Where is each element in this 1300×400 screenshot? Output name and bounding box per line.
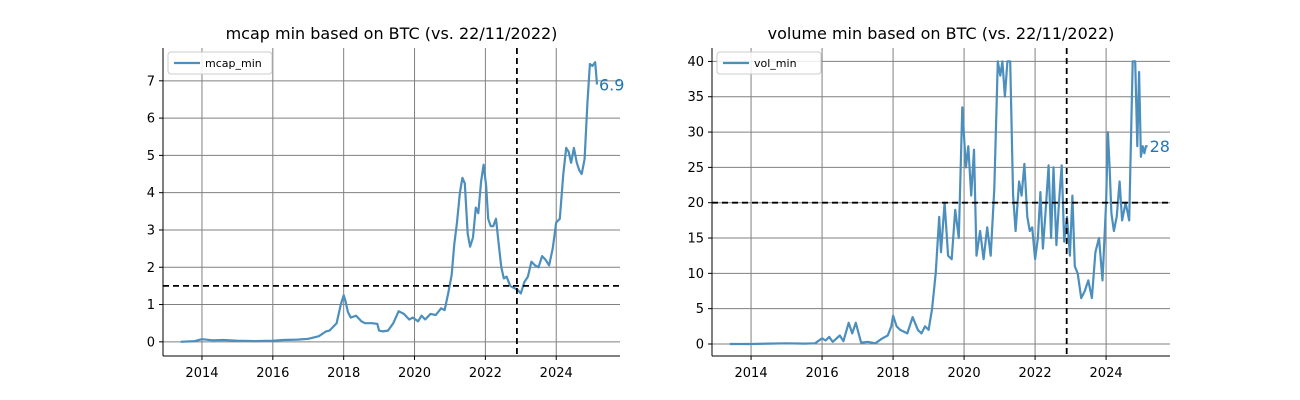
x-tick-label: 2018	[327, 366, 360, 381]
y-tick-label: 2	[147, 261, 155, 276]
volume-legend-label: vol_min	[754, 57, 797, 70]
volume-chart-title: volume min based on BTC (vs. 22/11/2022)	[768, 24, 1115, 43]
x-tick-label: 2014	[735, 366, 768, 381]
y-tick-label: 0	[696, 337, 704, 352]
y-tick-label: 5	[147, 149, 155, 164]
y-tick-label: 30	[687, 126, 704, 141]
y-tick-label: 7	[147, 74, 155, 89]
y-tick-label: 20	[687, 196, 704, 211]
y-tick-label: 25	[687, 161, 704, 176]
x-tick-label: 2020	[948, 366, 981, 381]
x-tick-label: 2016	[806, 366, 839, 381]
y-tick-label: 6	[147, 112, 155, 127]
mcap-chart-title: mcap min based on BTC (vs. 22/11/2022)	[226, 24, 558, 43]
mcap-legend-label: mcap_min	[205, 57, 262, 70]
x-tick-label: 2022	[469, 366, 502, 381]
x-tick-label: 2020	[398, 366, 431, 381]
x-tick-label: 2018	[877, 366, 910, 381]
x-tick-label: 2014	[185, 366, 218, 381]
y-tick-label: 3	[147, 223, 155, 238]
mcap-chart: 2014 2016 2018 2020 2022 2024 0 1 2 3 4 5 6 7 6.9 mcap …	[147, 24, 625, 381]
y-tick-label: 40	[687, 55, 704, 70]
y-tick-label: 35	[687, 90, 704, 105]
x-tick-label: 2024	[540, 366, 573, 381]
volume-series-line	[729, 60, 1148, 346]
x-tick-label: 2016	[256, 366, 289, 381]
y-tick-label: 5	[696, 302, 704, 317]
y-tick-label: 4	[147, 186, 155, 201]
volume-chart: 2014 2016 2018 2020 2022 2024 0 5 10 15 20 25 30 35 40…	[687, 24, 1170, 381]
x-tick-label: 2022	[1019, 366, 1052, 381]
mcap-legend-box	[167, 51, 273, 75]
y-tick-label: 0	[147, 335, 155, 350]
y-tick-label: 15	[687, 232, 704, 247]
mcap-end-value-label: 6.9	[599, 76, 624, 95]
y-tick-label: 10	[687, 267, 704, 282]
y-tick-label: 1	[147, 298, 155, 313]
x-tick-label: 2024	[1090, 366, 1123, 381]
volume-legend-box	[716, 51, 822, 75]
mcap-series-line	[180, 61, 599, 343]
volume-end-value-label: 28	[1150, 137, 1170, 156]
